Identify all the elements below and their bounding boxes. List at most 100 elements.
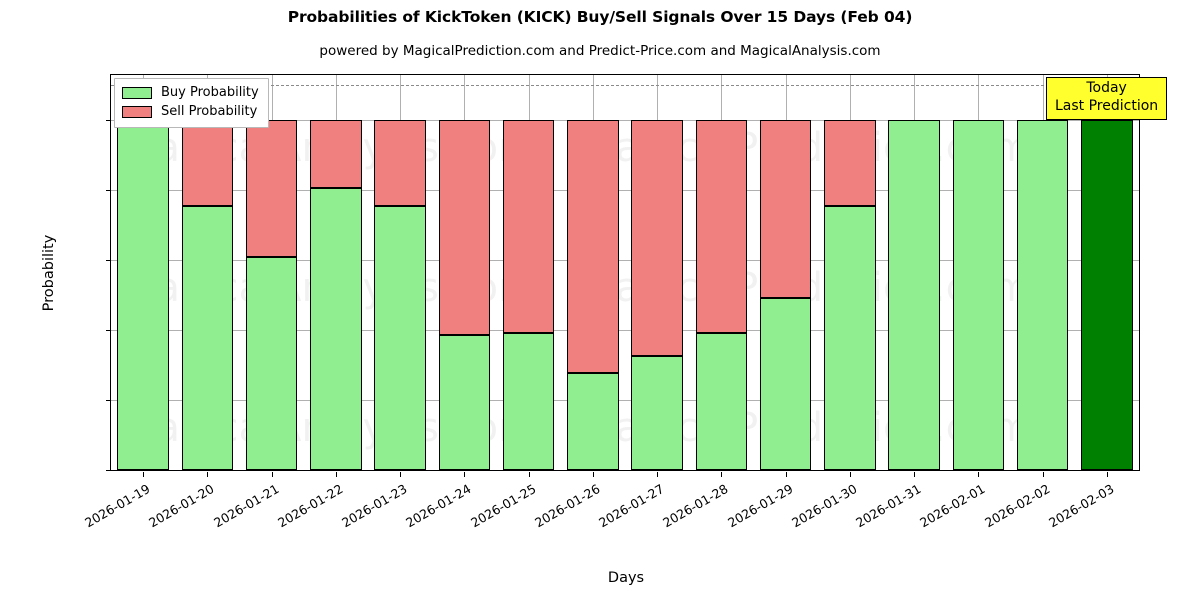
x-tick-mark xyxy=(850,472,851,477)
today-annotation: Today Last Prediction xyxy=(1046,77,1168,120)
x-tick-label: 2026-01-20 xyxy=(146,481,217,531)
x-tick-mark xyxy=(143,472,144,477)
bar-group xyxy=(888,75,940,470)
x-axis-label: Days xyxy=(607,570,645,586)
y-tick-mark xyxy=(106,120,111,122)
legend-swatch-sell-icon xyxy=(122,106,152,119)
x-tick-mark xyxy=(657,472,658,477)
y-tick-mark xyxy=(106,330,111,332)
bar-segment-sell xyxy=(245,120,298,257)
x-tick-label: 2026-01-24 xyxy=(403,481,474,531)
bar-segment-buy xyxy=(1016,120,1069,470)
bar-group xyxy=(245,75,298,470)
gridline-horizontal xyxy=(111,330,1139,332)
today-annotation-line1: Today xyxy=(1086,80,1127,96)
bar-segment-buy xyxy=(117,120,169,470)
x-tick-label: 2026-01-30 xyxy=(789,481,860,531)
x-tick-label: 2026-01-27 xyxy=(596,481,667,531)
y-tick-mark xyxy=(106,470,111,471)
y-tick-mark xyxy=(106,190,111,192)
bar-segment-today xyxy=(1081,120,1133,470)
x-tick-mark xyxy=(786,472,787,477)
legend-item-sell: Sell Probability xyxy=(122,103,259,122)
bar-group xyxy=(502,75,555,470)
x-tick-label: 2026-02-03 xyxy=(1046,481,1117,531)
legend-label-buy: Buy Probability xyxy=(161,85,259,100)
bar-segment-buy xyxy=(374,206,426,470)
bar-segment-buy xyxy=(310,188,362,470)
bar-segment-buy xyxy=(824,206,876,470)
gridline-horizontal xyxy=(111,190,1139,192)
x-tick-label: 2026-01-21 xyxy=(211,481,282,531)
bar-group xyxy=(567,75,619,470)
x-tick-label: 2026-01-26 xyxy=(532,481,603,531)
gridline-horizontal xyxy=(111,400,1139,402)
gridline-horizontal xyxy=(111,260,1139,262)
bar-segment-buy xyxy=(181,206,234,470)
x-tick-mark xyxy=(464,472,465,477)
bar-segment-sell xyxy=(567,120,619,373)
reference-dashed-line xyxy=(111,85,1139,87)
x-tick-label: 2026-02-02 xyxy=(982,481,1053,531)
x-tick-mark xyxy=(272,472,273,477)
bar-segment-sell xyxy=(759,120,812,299)
bar-group xyxy=(181,75,234,470)
bar-segment-sell xyxy=(631,120,683,357)
bar-segment-sell xyxy=(695,120,748,334)
x-tick-label: 2026-01-28 xyxy=(660,481,731,531)
x-tick-mark xyxy=(529,472,530,477)
bar-segment-sell xyxy=(502,120,555,334)
legend-item-buy: Buy Probability xyxy=(122,84,259,103)
bar-segment-buy xyxy=(695,333,748,470)
bar-group xyxy=(1081,75,1133,470)
x-tick-label: 2026-01-19 xyxy=(82,481,153,531)
bar-group xyxy=(438,75,491,470)
chart-legend: Buy Probability Sell Probability xyxy=(114,78,269,128)
bar-segment-buy xyxy=(631,356,683,470)
plot-inner: MagicalAnalysis.comMagicalPrediction.com… xyxy=(111,75,1139,470)
bar-group xyxy=(695,75,748,470)
bar-segment-buy xyxy=(567,372,619,470)
x-tick-label: 2026-01-25 xyxy=(468,481,539,531)
bar-segment-sell xyxy=(310,120,362,189)
bar-segment-buy xyxy=(888,120,940,470)
bar-segment-buy xyxy=(438,335,491,470)
x-tick-label: 2026-02-01 xyxy=(917,481,988,531)
bar-segment-sell xyxy=(438,120,491,336)
bar-group xyxy=(117,75,169,470)
x-tick-mark xyxy=(207,472,208,477)
bar-segment-sell xyxy=(824,120,876,207)
x-tick-label: 2026-01-31 xyxy=(853,481,924,531)
x-tick-mark xyxy=(721,472,722,477)
x-tick-mark xyxy=(400,472,401,477)
bar-segment-sell xyxy=(374,120,426,207)
bar-group xyxy=(374,75,426,470)
x-tick-mark xyxy=(593,472,594,477)
bar-segment-buy xyxy=(952,120,1005,470)
bar-segment-sell xyxy=(181,120,234,207)
y-tick-mark xyxy=(106,400,111,402)
chart-title: Probabilities of KickToken (KICK) Buy/Se… xyxy=(287,8,913,26)
bar-segment-buy xyxy=(245,256,298,470)
y-axis-label: Probability xyxy=(41,234,57,312)
x-tick-mark xyxy=(914,472,915,477)
plot-area: MagicalAnalysis.comMagicalPrediction.com… xyxy=(41,74,1168,586)
bar-segment-buy xyxy=(759,298,812,470)
bar-segment-buy xyxy=(502,333,555,470)
bar-group xyxy=(952,75,1005,470)
legend-label-sell: Sell Probability xyxy=(161,103,258,119)
bar-group xyxy=(631,75,683,470)
bar-group xyxy=(824,75,876,470)
gridline-horizontal xyxy=(111,120,1139,122)
bar-group xyxy=(310,75,362,470)
x-tick-mark xyxy=(1107,472,1108,477)
x-tick-mark xyxy=(1043,472,1044,477)
y-tick-mark xyxy=(106,260,111,262)
chart-subtitle: powered by MagicalPrediction.com and Pre… xyxy=(319,43,881,59)
x-tick-label: 2026-01-29 xyxy=(725,481,796,531)
x-tick-mark xyxy=(978,472,979,477)
x-tick-label: 2026-01-22 xyxy=(275,481,346,531)
x-tick-label: 2026-01-23 xyxy=(339,481,410,531)
today-annotation-line2: Last Prediction xyxy=(1055,97,1159,114)
